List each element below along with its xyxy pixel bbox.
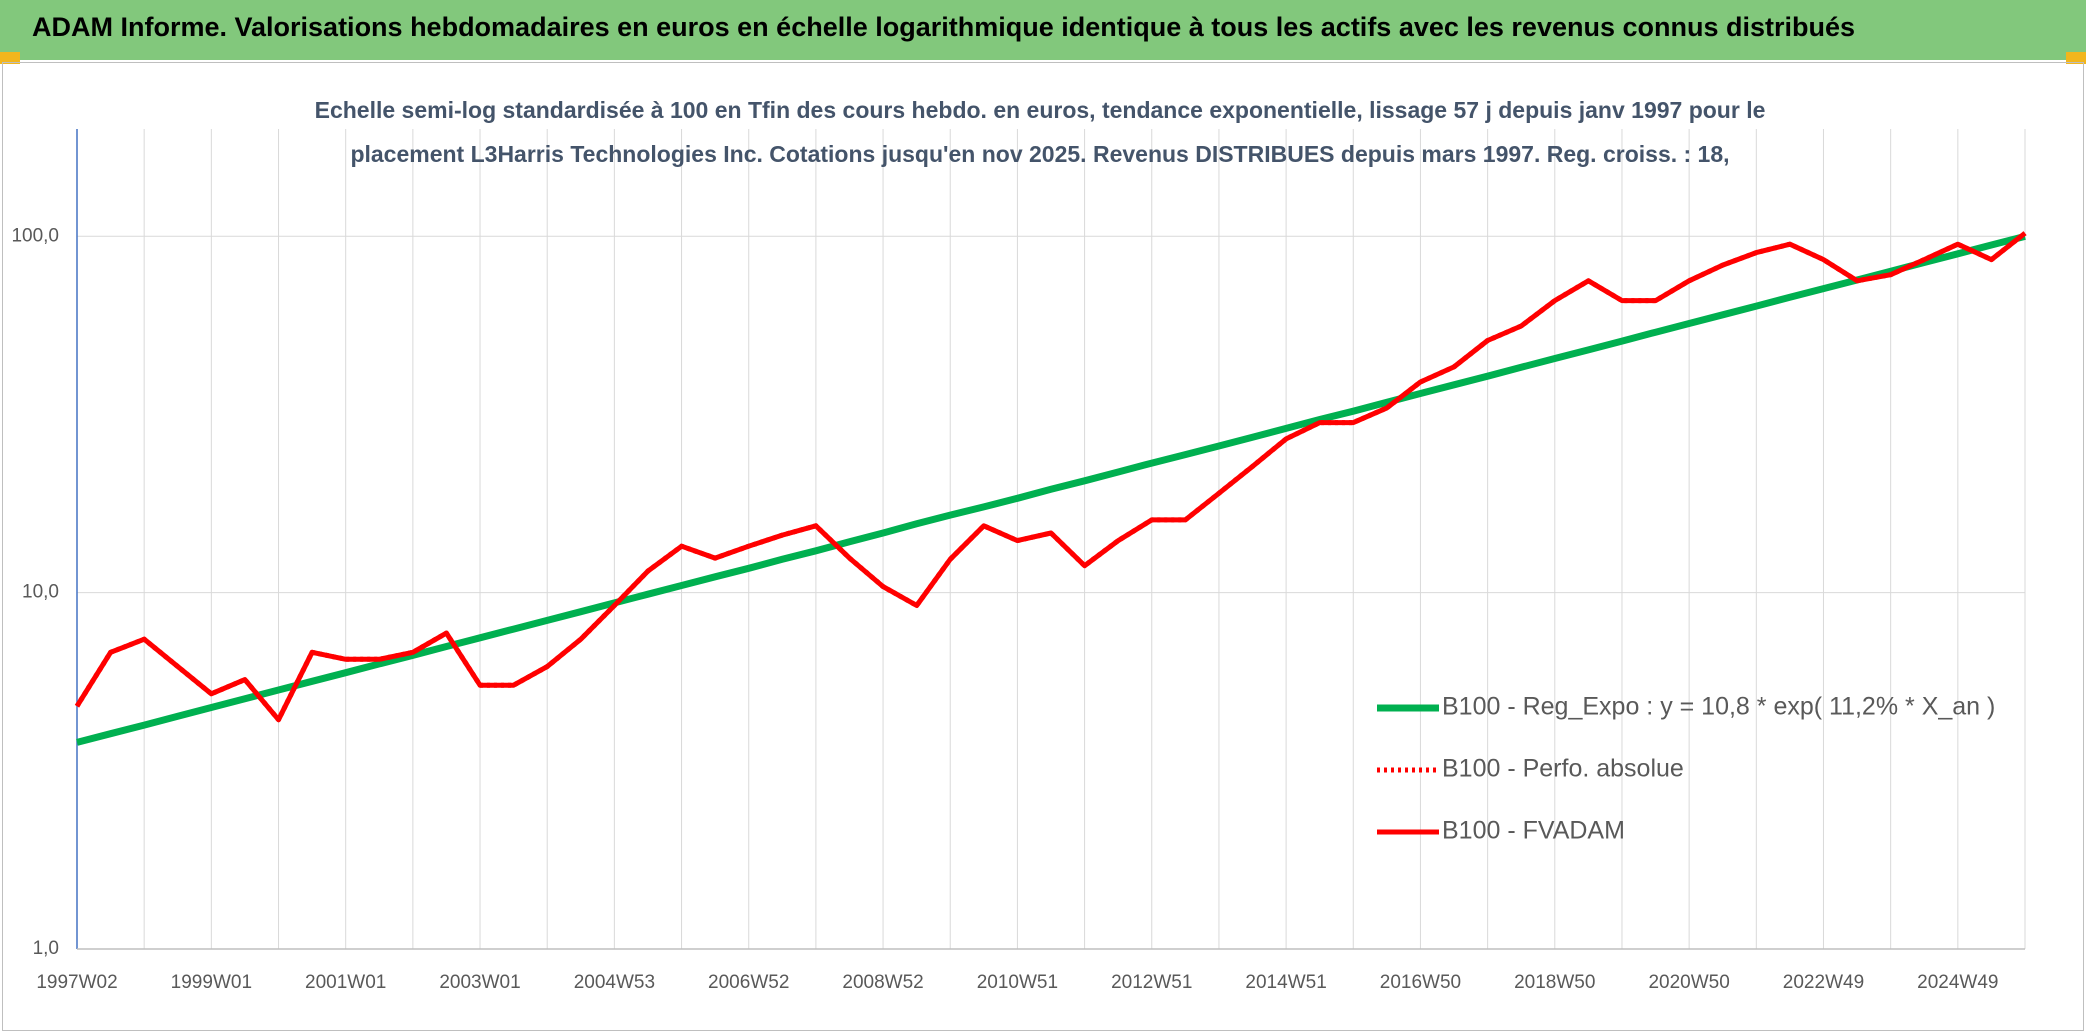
x-tick-label: 2014W51 (1245, 972, 1326, 993)
corner-mark (0, 52, 20, 64)
legend-label: B100 - FVADAM (1442, 817, 1625, 845)
x-tick-label: 1999W01 (171, 972, 252, 993)
chart-subtitle: Echelle semi-log standardisée à 100 en T… (314, 97, 1766, 167)
x-tick-label: 2012W51 (1111, 972, 1192, 993)
y-tick-label: 1,0 (33, 938, 59, 959)
x-tick-label: 2006W52 (708, 972, 789, 993)
x-tick-label: 2016W50 (1380, 972, 1461, 993)
x-tick-label: 2020W50 (1648, 972, 1729, 993)
chart-frame (2, 62, 2084, 1031)
x-tick-label: 2003W01 (439, 972, 520, 993)
x-tick-label: 2024W49 (1917, 972, 1998, 993)
legend-label: B100 - Reg_Expo : y = 10,8 * exp( 11,2% … (1442, 693, 1995, 721)
x-tick-label: 2008W52 (842, 972, 923, 993)
x-tick-label: 2001W01 (305, 972, 386, 993)
x-tick-label: 1997W02 (36, 972, 117, 993)
series-line (76, 233, 2026, 746)
y-tick-label: 100,0 (11, 225, 59, 246)
x-tick-label: 2018W50 (1514, 972, 1595, 993)
x-tick-label: 2004W53 (574, 972, 655, 993)
y-tick-label: 10,0 (22, 582, 59, 603)
series-line (74, 231, 2027, 723)
legend-label: B100 - Perfo. absolue (1442, 755, 1684, 783)
header-band: ADAM Informe. Valorisations hebdomadaire… (0, 0, 2086, 60)
corner-mark (2066, 52, 2086, 64)
series-line (74, 231, 2027, 723)
chart-title: ADAM Informe. Valorisations hebdomadaire… (32, 12, 1856, 42)
x-tick-label: 2010W51 (977, 972, 1058, 993)
x-tick-label: 2022W49 (1783, 972, 1864, 993)
